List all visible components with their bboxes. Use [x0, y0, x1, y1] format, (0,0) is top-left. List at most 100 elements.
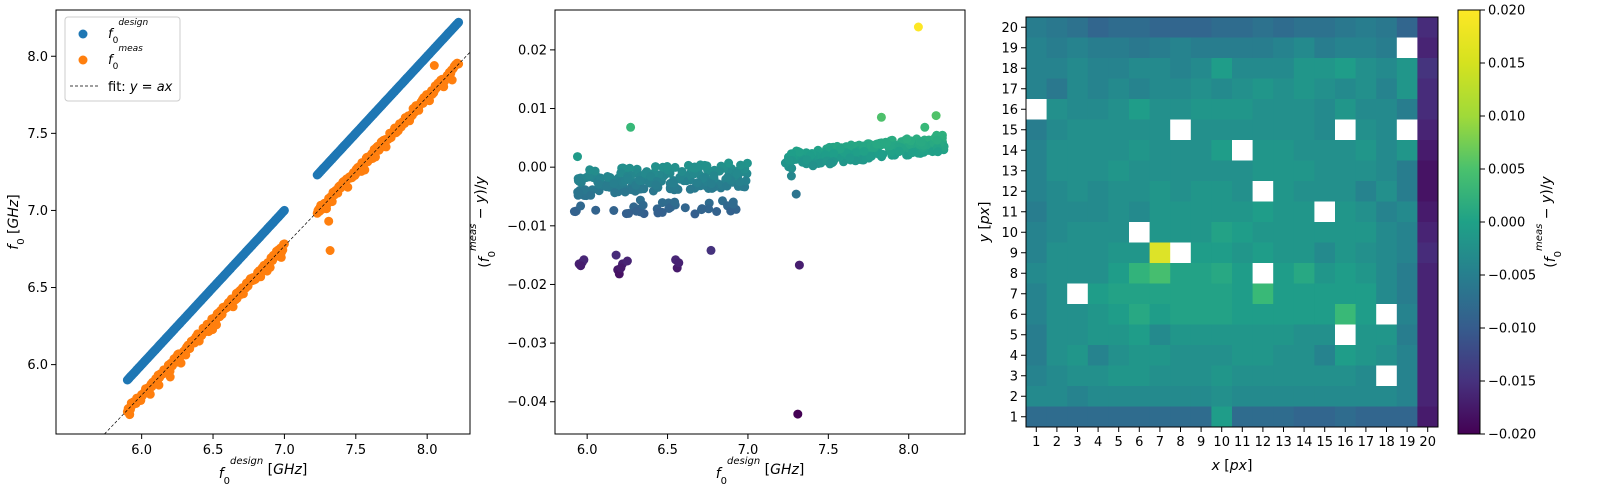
p3-ytick-label: 11	[1001, 205, 1018, 220]
heatmap-cell	[1149, 160, 1171, 182]
heatmap-cell	[1273, 304, 1295, 325]
heatmap-cell	[1108, 324, 1130, 346]
heatmap-cell	[1417, 242, 1439, 264]
heatmap-cell	[1190, 201, 1212, 223]
heatmap-cell	[1046, 283, 1068, 305]
heatmap-cell	[1335, 386, 1356, 407]
heatmap-cell	[1293, 324, 1315, 346]
deviation-point	[601, 182, 611, 192]
p3-ytick-label: 2	[1010, 390, 1018, 405]
heatmap-cell	[1190, 345, 1212, 366]
heatmap-cell	[1149, 37, 1171, 59]
heatmap-cell	[1087, 304, 1109, 325]
meas-point	[360, 165, 370, 175]
deviation-outlier	[913, 22, 923, 32]
colorbar-ticks: −0.020 −0.015 −0.010 −0.005 0.000 0.005 0.010 0…	[1480, 4, 1536, 443]
heatmap-cell	[1252, 406, 1274, 428]
heatmap-cell	[1314, 160, 1336, 182]
heatmap-cell	[1252, 119, 1274, 141]
panel-relative-deviation: 6.0 6.5 7.0 7.5 8.0 −0.04 −0.03 −0.02 −0.01 0.00 0…	[468, 9, 966, 487]
heatmap-cell	[1376, 263, 1398, 284]
heatmap-cell	[1190, 386, 1212, 407]
heatmap-cell	[1252, 17, 1274, 38]
heatmap-cell	[1149, 304, 1171, 325]
colorbar-tick-label: 0.000	[1488, 216, 1525, 231]
p3-xtick-label: 12	[1255, 435, 1272, 450]
heatmap-cell	[1376, 242, 1398, 264]
heatmap-cell	[1170, 17, 1192, 38]
heatmap-cell	[1417, 119, 1439, 141]
heatmap-cell	[1067, 201, 1089, 223]
heatmap-cell	[1067, 58, 1089, 79]
deviation-point	[690, 209, 700, 219]
meas-point	[381, 142, 391, 152]
heatmap-cell	[1376, 99, 1398, 120]
legend-marker-meas	[78, 55, 88, 65]
heatmap-cell	[1026, 201, 1047, 223]
heatmap-cell	[1211, 242, 1233, 264]
p3-xtick-label: 17	[1358, 435, 1375, 450]
heatmap-cell	[1355, 17, 1377, 38]
heatmap-cell	[1314, 345, 1336, 366]
deviation-outlier	[876, 112, 886, 122]
heatmap-cell	[1293, 201, 1315, 223]
colorbar-tick-label: 0.010	[1488, 110, 1525, 125]
heatmap-cell	[1149, 201, 1171, 223]
design-point	[279, 205, 289, 215]
heatmap-cell	[1232, 304, 1253, 325]
heatmap-cell	[1170, 201, 1192, 223]
meas-point	[145, 389, 155, 399]
deviation-outlier	[793, 409, 803, 419]
heatmap-cell	[1067, 222, 1089, 243]
heatmap-cell	[1108, 283, 1130, 305]
deviation-outlier	[794, 260, 804, 270]
deviation-point	[685, 184, 695, 194]
heatmap-cell	[1067, 37, 1089, 59]
colorbar-tick-label: −0.015	[1488, 375, 1536, 390]
heatmap-cell	[1170, 78, 1192, 100]
deviation-point	[728, 199, 738, 209]
heatmap-cell	[1252, 181, 1274, 202]
heatmap-cell	[1314, 365, 1336, 387]
heatmap-cell	[1149, 365, 1171, 387]
heatmap-cell	[1170, 37, 1192, 59]
heatmap-cell	[1293, 386, 1315, 407]
meas-point	[176, 358, 186, 368]
heatmap-cell	[1232, 140, 1253, 161]
heatmap-cell	[1211, 304, 1233, 325]
heatmap-cell	[1232, 263, 1253, 284]
heatmap-cell	[1293, 78, 1315, 100]
heatmap-cell	[1149, 78, 1171, 100]
p1-xtick-label: 8.0	[417, 443, 438, 458]
heatmap-cell	[1108, 160, 1130, 182]
p2-xtick-label: 6.5	[657, 443, 678, 458]
heatmap-cell	[1067, 304, 1089, 325]
heatmap-cell	[1314, 58, 1336, 79]
meas-point	[343, 182, 353, 192]
heatmap-cell	[1376, 406, 1398, 428]
deviation-point	[610, 188, 620, 198]
heatmap-cell	[1149, 324, 1171, 346]
heatmap-cell	[1314, 201, 1336, 223]
p2-xlabel: f0design [GHz]	[716, 456, 805, 487]
deviation-point	[907, 148, 917, 158]
heatmap-cell	[1335, 201, 1356, 223]
heatmap-cell	[1170, 365, 1192, 387]
heatmap-cell	[1273, 17, 1295, 38]
heatmap-cell	[1293, 17, 1315, 38]
p2-ytick-label: −0.02	[507, 278, 547, 293]
heatmap-cell	[1149, 99, 1171, 120]
heatmap-cell	[1087, 263, 1109, 284]
deviation-point	[826, 158, 836, 168]
p3-ytick-label: 16	[1001, 103, 1018, 118]
heatmap-cell	[1190, 99, 1212, 120]
p2-ytick-label: 0.00	[518, 161, 547, 176]
p3-ytick-label: 13	[1001, 164, 1018, 179]
heatmap-cell	[1190, 181, 1212, 202]
heatmap-cell	[1355, 386, 1377, 407]
p2-axes-frame	[554, 9, 966, 435]
p1-legend: f0design f0meas fit: y = ax	[64, 16, 181, 102]
heatmap-cell	[1232, 181, 1253, 202]
p1-xtick-label: 6.0	[131, 443, 152, 458]
heatmap-cell	[1273, 263, 1295, 284]
